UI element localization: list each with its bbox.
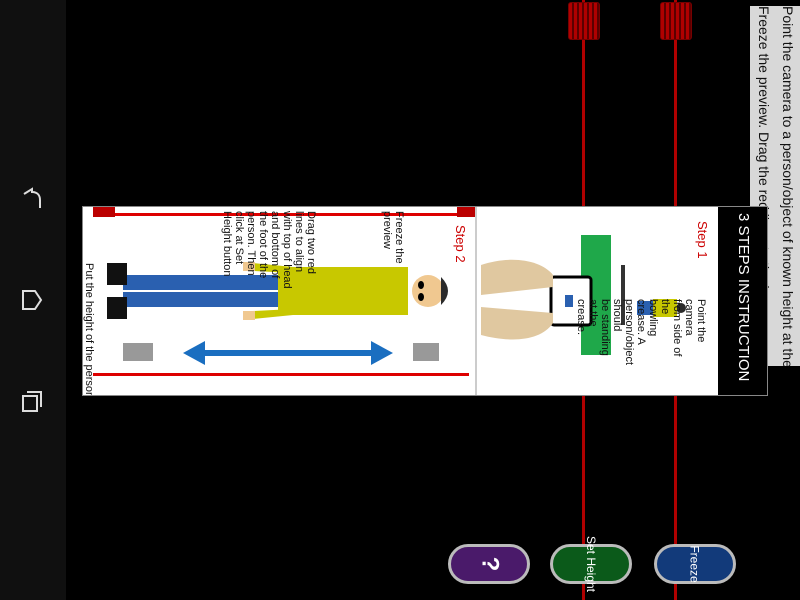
set-height-button[interactable]: Set Height <box>550 536 632 592</box>
bottom-line-drag-handle[interactable] <box>660 2 692 40</box>
step2-drag-text: Drag two red lines to align with top of … <box>221 211 317 289</box>
step2-freeze-text: Freeze the preview <box>381 211 405 264</box>
top-line-drag-handle[interactable] <box>568 2 600 40</box>
recents-button[interactable] <box>14 384 50 420</box>
set-height-button-label: Set Height <box>583 535 598 593</box>
step2-illustration <box>93 207 475 376</box>
step3-partial-text: Put the height of the person <box>83 263 95 396</box>
recents-icon <box>22 391 42 412</box>
help-button[interactable]: ? <box>448 544 530 584</box>
freeze-button-label: Freeze <box>687 545 702 583</box>
home-icon <box>22 290 43 310</box>
instruction-line-1: Point the camera to a person/object of k… <box>780 6 796 366</box>
home-button[interactable] <box>14 282 50 318</box>
dialog-title: 3 STEPS INSTRUCTION <box>735 213 752 382</box>
step1-label: Step 1 <box>695 221 710 259</box>
back-button[interactable] <box>14 182 50 218</box>
step2-label: Step 2 <box>453 225 468 263</box>
step-divider <box>475 207 477 395</box>
step1-illustration <box>481 235 686 355</box>
step1-text: Point the camera from side of the bowlin… <box>575 299 707 366</box>
back-icon <box>23 187 41 208</box>
instruction-dialog: 3 STEPS INSTRUCTION Step 1 Point the cam… <box>82 206 768 396</box>
dialog-title-bar: 3 STEPS INSTRUCTION <box>718 207 767 395</box>
help-button-label: ? <box>475 556 503 572</box>
system-nav-bar <box>0 0 66 600</box>
freeze-button[interactable]: Freeze <box>654 544 736 584</box>
